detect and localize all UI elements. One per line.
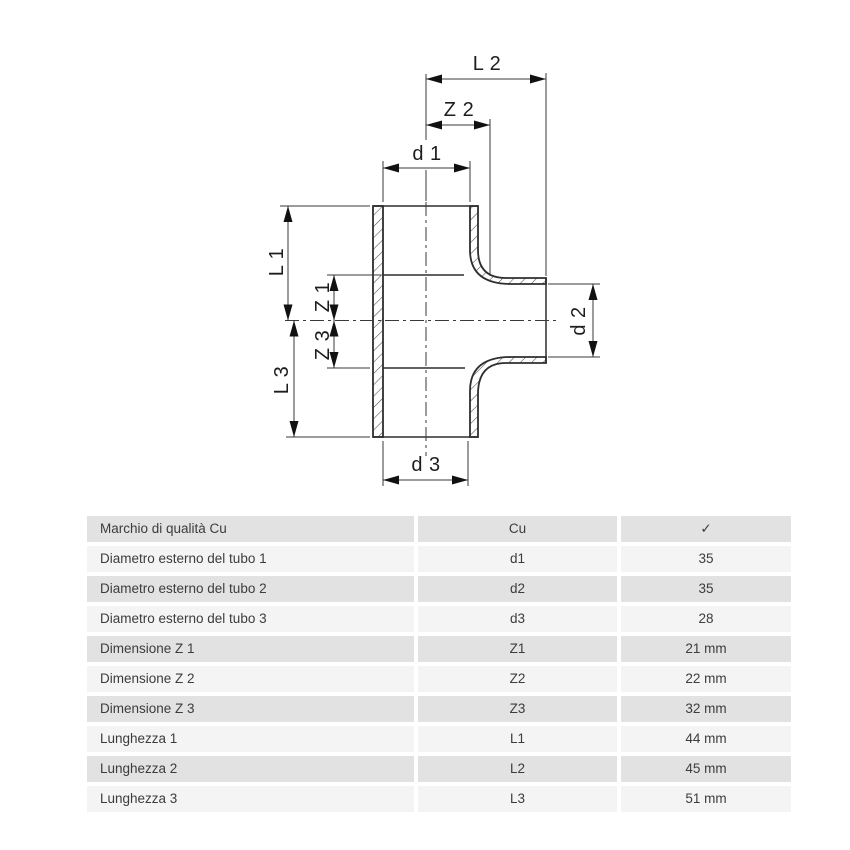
- row-label: Lunghezza 1: [87, 726, 414, 752]
- label-Z3: Z 3: [312, 330, 334, 360]
- table-row: Dimensione Z 1 Z1 21 mm: [87, 636, 791, 662]
- extension-lines: [280, 73, 600, 486]
- row-label: Dimensione Z 2: [87, 666, 414, 692]
- dimension-arrowheads: [283, 74, 598, 485]
- fitting-edges: [373, 205, 547, 438]
- row-label: Diametro esterno del tubo 3: [87, 606, 414, 632]
- row-label: Dimensione Z 1: [87, 636, 414, 662]
- label-L3: L 3: [271, 366, 293, 395]
- label-d3: d 3: [411, 454, 440, 476]
- row-symbol: L3: [418, 786, 617, 812]
- row-value: 51 mm: [621, 786, 791, 812]
- right-lower-wall-and-branch-bottom: [469, 356, 547, 438]
- row-label: Lunghezza 2: [87, 756, 414, 782]
- row-symbol: L1: [418, 726, 617, 752]
- row-label: Lunghezza 3: [87, 786, 414, 812]
- label-Z1: Z 1: [312, 282, 334, 312]
- row-symbol: d2: [418, 576, 617, 602]
- row-symbol: L2: [418, 756, 617, 782]
- row-value: 45 mm: [621, 756, 791, 782]
- row-value: 44 mm: [621, 726, 791, 752]
- label-d2: d 2: [568, 306, 590, 335]
- table-row: Lunghezza 3 L3 51 mm: [87, 786, 791, 812]
- row-value: 35: [621, 546, 791, 572]
- label-L2: L 2: [473, 53, 502, 75]
- row-value: 22 mm: [621, 666, 791, 692]
- fitting-walls: [372, 205, 547, 438]
- row-symbol: Z3: [418, 696, 617, 722]
- table-row: Lunghezza 1 L1 44 mm: [87, 726, 791, 752]
- table-row: Dimensione Z 3 Z3 32 mm: [87, 696, 791, 722]
- row-label: Dimensione Z 3: [87, 696, 414, 722]
- row-symbol: Z1: [418, 636, 617, 662]
- row-label: Marchio di qualità Cu: [87, 516, 414, 542]
- row-value: 21 mm: [621, 636, 791, 662]
- row-symbol: d1: [418, 546, 617, 572]
- check-mark: ✓: [621, 516, 791, 542]
- dimensions-table: Marchio di qualità Cu Cu ✓ Diametro este…: [87, 516, 791, 816]
- row-symbol: Z2: [418, 666, 617, 692]
- row-value: 35: [621, 576, 791, 602]
- row-symbol: d3: [418, 606, 617, 632]
- row-value: 32 mm: [621, 696, 791, 722]
- left-wall: [372, 205, 384, 438]
- label-d1: d 1: [412, 143, 441, 165]
- tee-fitting-diagram: L 2 Z 2 d 1 L 1 Z 1 Z 3 L 3 d 2 d 3: [266, 53, 600, 486]
- table-row: Diametro esterno del tubo 3 d3 28: [87, 606, 791, 632]
- dimension-labels: L 2 Z 2 d 1 L 1 Z 1 Z 3 L 3 d 2 d 3: [266, 53, 590, 476]
- table-row: Diametro esterno del tubo 2 d2 35: [87, 576, 791, 602]
- row-symbol: Cu: [418, 516, 617, 542]
- row-label: Diametro esterno del tubo 1: [87, 546, 414, 572]
- label-Z2: Z 2: [444, 99, 474, 121]
- centerlines: [285, 202, 560, 456]
- row-value: 28: [621, 606, 791, 632]
- table-row: Dimensione Z 2 Z2 22 mm: [87, 666, 791, 692]
- row-label: Diametro esterno del tubo 2: [87, 576, 414, 602]
- table-row: Lunghezza 2 L2 45 mm: [87, 756, 791, 782]
- label-L1: L 1: [266, 248, 288, 277]
- table-row: Diametro esterno del tubo 1 d1 35: [87, 546, 791, 572]
- table-row: Marchio di qualità Cu Cu ✓: [87, 516, 791, 542]
- right-upper-wall-and-branch-top: [469, 205, 547, 285]
